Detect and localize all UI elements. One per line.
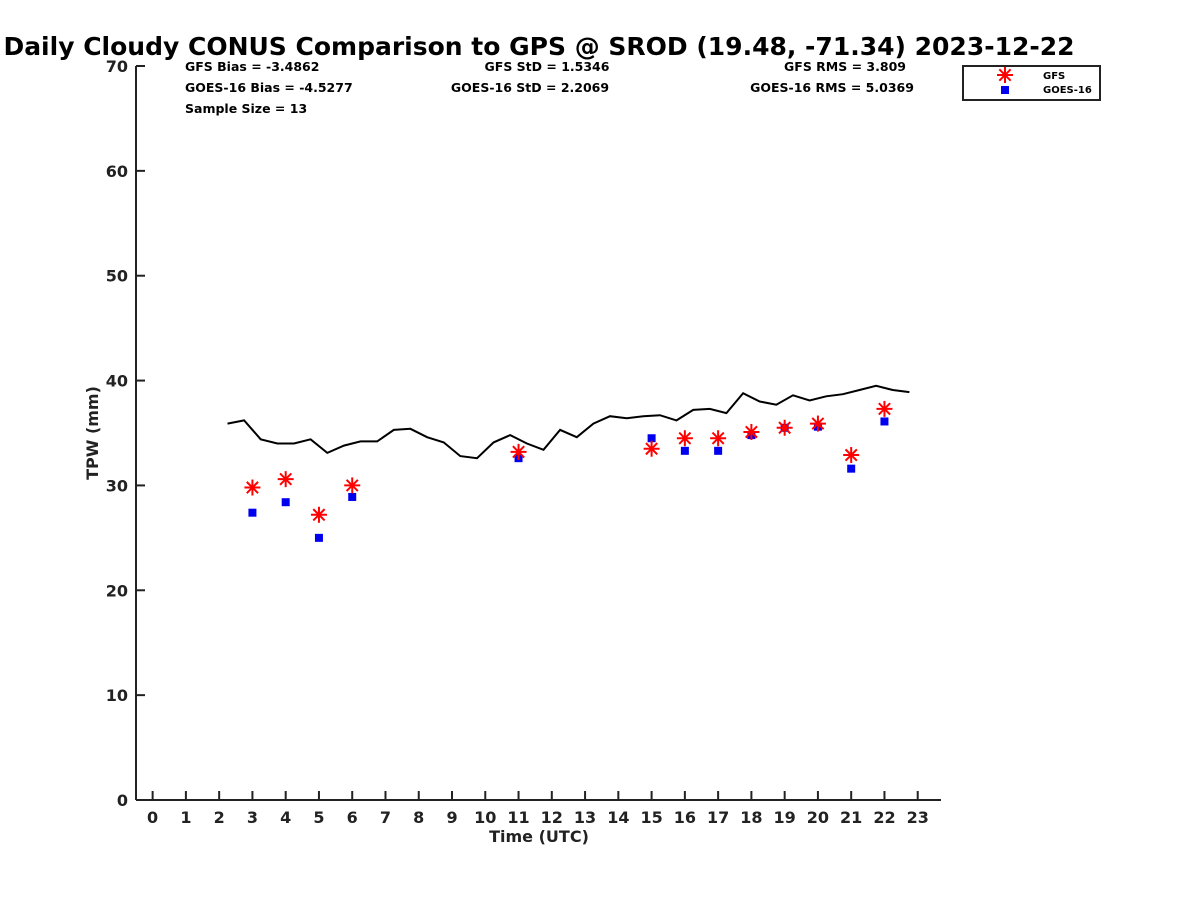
x-tick-label: 3 bbox=[247, 808, 258, 827]
gfs-point-stroke-3 bbox=[279, 472, 293, 486]
gfs-point-stroke-3 bbox=[745, 425, 758, 439]
stat-gfs-std: GFS StD = 1.5346 bbox=[485, 59, 610, 74]
legend-goes-label: GOES-16 bbox=[1043, 85, 1092, 96]
x-tick-label: 22 bbox=[873, 808, 895, 827]
goes-point bbox=[248, 508, 257, 517]
y-axis-label: TPW (mm) bbox=[83, 386, 102, 480]
y-tick-label: 50 bbox=[106, 267, 128, 286]
gfs-point bbox=[676, 430, 693, 447]
x-tick-label: 23 bbox=[907, 808, 929, 827]
x-tick-label: 8 bbox=[413, 808, 424, 827]
gps-line bbox=[227, 384, 910, 460]
x-tick-label: 15 bbox=[640, 808, 662, 827]
gfs-point-stroke-3 bbox=[645, 442, 658, 456]
x-tick-label: 17 bbox=[707, 808, 729, 827]
stat-goes-std: GOES-16 StD = 2.2069 bbox=[451, 80, 609, 95]
gfs-point-stroke-3 bbox=[512, 445, 525, 459]
y-tick-label: 70 bbox=[106, 57, 128, 76]
gfs-point bbox=[510, 443, 527, 460]
gfs-point bbox=[344, 477, 361, 494]
x-tick-label: 0 bbox=[147, 808, 158, 827]
legend-box bbox=[962, 65, 1101, 101]
x-tick-label: 21 bbox=[840, 808, 862, 827]
y-tick-label: 0 bbox=[117, 791, 128, 810]
x-tick-label: 12 bbox=[541, 808, 563, 827]
goes-point bbox=[880, 417, 889, 426]
stats-block: GFS Bias = -3.4862 GOES-16 Bias = -4.527… bbox=[185, 59, 914, 116]
gfs-point bbox=[643, 440, 660, 457]
x-tick-label: 14 bbox=[607, 808, 629, 827]
y-ticks: 0 10 20 30 40 50 60 70 bbox=[106, 57, 145, 810]
x-ticks: 0 1 2 3 4 5 6 7 8 9 10 11 12 13 14 15 16 17 18 19 20 21 22 23 bbox=[147, 791, 929, 827]
gfs-point bbox=[809, 415, 826, 432]
goes-point bbox=[680, 446, 689, 455]
goes-point bbox=[647, 434, 656, 443]
x-tick-label: 4 bbox=[280, 808, 291, 827]
goes-series bbox=[248, 417, 889, 542]
gfs-point-stroke-3 bbox=[811, 417, 825, 430]
goes-point bbox=[348, 492, 357, 501]
goes-point bbox=[314, 533, 323, 542]
gfs-point-stroke-3 bbox=[345, 479, 359, 492]
x-tick-label: 16 bbox=[674, 808, 696, 827]
x-tick-label: 11 bbox=[507, 808, 529, 827]
x-tick-label: 20 bbox=[807, 808, 829, 827]
x-tick-label: 2 bbox=[214, 808, 225, 827]
x-tick-label: 1 bbox=[180, 808, 191, 827]
legend-goes-marker bbox=[1001, 86, 1009, 94]
gfs-point bbox=[776, 419, 793, 436]
gps-line-layer bbox=[227, 384, 910, 460]
gfs-point bbox=[876, 400, 893, 417]
legend-gfs-asterisk bbox=[997, 67, 1013, 83]
x-tick-label: 9 bbox=[446, 808, 457, 827]
x-tick-label: 5 bbox=[313, 808, 324, 827]
goes-point bbox=[847, 464, 856, 473]
x-tick-label: 13 bbox=[574, 808, 596, 827]
y-tick-label: 60 bbox=[106, 162, 128, 181]
stat-gfs-bias: GFS Bias = -3.4862 bbox=[185, 59, 319, 74]
x-tick-label: 19 bbox=[774, 808, 796, 827]
gfs-point-stroke-3 bbox=[844, 448, 858, 462]
gfs-point bbox=[277, 471, 294, 488]
gfs-point-stroke-3 bbox=[312, 508, 326, 522]
gfs-point bbox=[743, 423, 760, 440]
legend-gfs-marker bbox=[997, 67, 1013, 83]
gfs-point-stroke-3 bbox=[246, 481, 259, 494]
gfs-point-stroke-3 bbox=[711, 431, 725, 445]
x-tick-label: 18 bbox=[740, 808, 762, 827]
gfs-point bbox=[244, 479, 261, 496]
gfs-series bbox=[244, 400, 893, 523]
legend-gfs-asterisk-stroke-3 bbox=[998, 68, 1012, 82]
stat-gfs-rms: GFS RMS = 3.809 bbox=[784, 59, 906, 74]
gfs-point-stroke-3 bbox=[878, 402, 891, 416]
stat-sample-size: Sample Size = 13 bbox=[185, 101, 307, 116]
chart-title: Daily Cloudy CONUS Comparison to GPS @ S… bbox=[3, 32, 1074, 61]
y-tick-label: 20 bbox=[106, 581, 128, 600]
goes-point bbox=[714, 446, 723, 455]
x-axis-label: Time (UTC) bbox=[489, 827, 589, 846]
gfs-point-stroke-3 bbox=[778, 421, 792, 435]
gfs-point bbox=[310, 506, 327, 523]
stat-goes-bias: GOES-16 Bias = -4.5277 bbox=[185, 80, 353, 95]
gfs-point bbox=[843, 447, 860, 464]
gfs-point-stroke-3 bbox=[678, 431, 692, 445]
x-tick-label: 6 bbox=[347, 808, 358, 827]
y-tick-label: 30 bbox=[106, 476, 128, 495]
goes-point bbox=[281, 498, 290, 507]
stat-goes-rms: GOES-16 RMS = 5.0369 bbox=[750, 80, 914, 95]
legend: GFS GOES-16 bbox=[962, 65, 1101, 101]
x-tick-label: 7 bbox=[380, 808, 391, 827]
legend-gfs-label: GFS bbox=[1043, 71, 1065, 82]
gfs-point bbox=[710, 430, 727, 447]
y-tick-label: 10 bbox=[106, 686, 128, 705]
axes bbox=[135, 66, 941, 801]
x-tick-label: 10 bbox=[474, 808, 496, 827]
y-tick-label: 40 bbox=[106, 372, 128, 391]
